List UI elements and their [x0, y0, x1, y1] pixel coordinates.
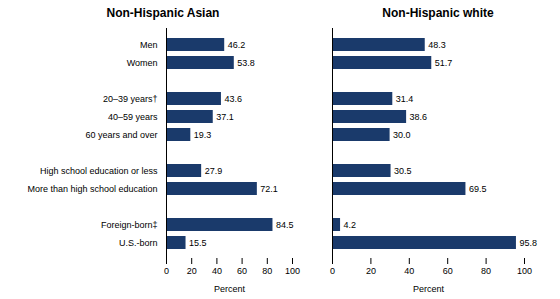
- svg-text:30.0: 30.0: [393, 130, 411, 140]
- svg-text:Percent: Percent: [413, 284, 445, 294]
- svg-text:38.6: 38.6: [410, 112, 428, 122]
- svg-text:43.6: 43.6: [224, 94, 242, 104]
- svg-text:Women: Women: [127, 58, 158, 68]
- svg-text:40: 40: [404, 266, 414, 276]
- svg-text:95.8: 95.8: [519, 238, 537, 248]
- svg-text:51.7: 51.7: [435, 58, 453, 68]
- svg-text:84.5: 84.5: [276, 220, 294, 230]
- svg-text:U.S.-born: U.S.-born: [119, 238, 158, 248]
- svg-text:20: 20: [366, 266, 376, 276]
- svg-text:0: 0: [330, 266, 335, 276]
- html-text:Non-Hispanic Asian: Non-Hispanic Asian: [106, 6, 220, 20]
- svg-text:53.8: 53.8: [237, 58, 255, 68]
- svg-text:40: 40: [212, 266, 222, 276]
- html-text:Non-Hispanic white: Non-Hispanic white: [382, 6, 494, 20]
- svg-text:69.5: 69.5: [469, 184, 487, 194]
- svg-text:60 years and over: 60 years and over: [85, 130, 157, 140]
- svg-text:More than high school educatio: More than high school education: [27, 184, 157, 194]
- svg-text:Men: Men: [140, 40, 158, 50]
- svg-text:80: 80: [481, 266, 491, 276]
- svg-text:37.1: 37.1: [216, 112, 234, 122]
- svg-text:31.4: 31.4: [396, 94, 414, 104]
- svg-text:60: 60: [443, 266, 453, 276]
- svg-text:20–39 years†: 20–39 years†: [103, 94, 158, 104]
- svg-text:46.2: 46.2: [228, 40, 246, 50]
- svg-text:100: 100: [285, 266, 300, 276]
- svg-text:100: 100: [517, 266, 532, 276]
- svg-text:40–59 years: 40–59 years: [108, 112, 158, 122]
- svg-text:72.1: 72.1: [260, 184, 278, 194]
- svg-text:27.9: 27.9: [205, 166, 223, 176]
- svg-text:15.5: 15.5: [189, 238, 207, 248]
- svg-text:4.2: 4.2: [344, 220, 357, 230]
- svg-text:80: 80: [262, 266, 272, 276]
- svg-text:19.3: 19.3: [194, 130, 212, 140]
- svg-text:30.5: 30.5: [394, 166, 412, 176]
- svg-text:0: 0: [164, 266, 169, 276]
- svg-text:High school education or less: High school education or less: [40, 166, 158, 176]
- svg-text:Foreign-born‡: Foreign-born‡: [101, 220, 158, 230]
- svg-text:20: 20: [187, 266, 197, 276]
- svg-text:48.3: 48.3: [428, 40, 446, 50]
- svg-text:Percent: Percent: [214, 284, 246, 294]
- svg-text:60: 60: [237, 266, 247, 276]
